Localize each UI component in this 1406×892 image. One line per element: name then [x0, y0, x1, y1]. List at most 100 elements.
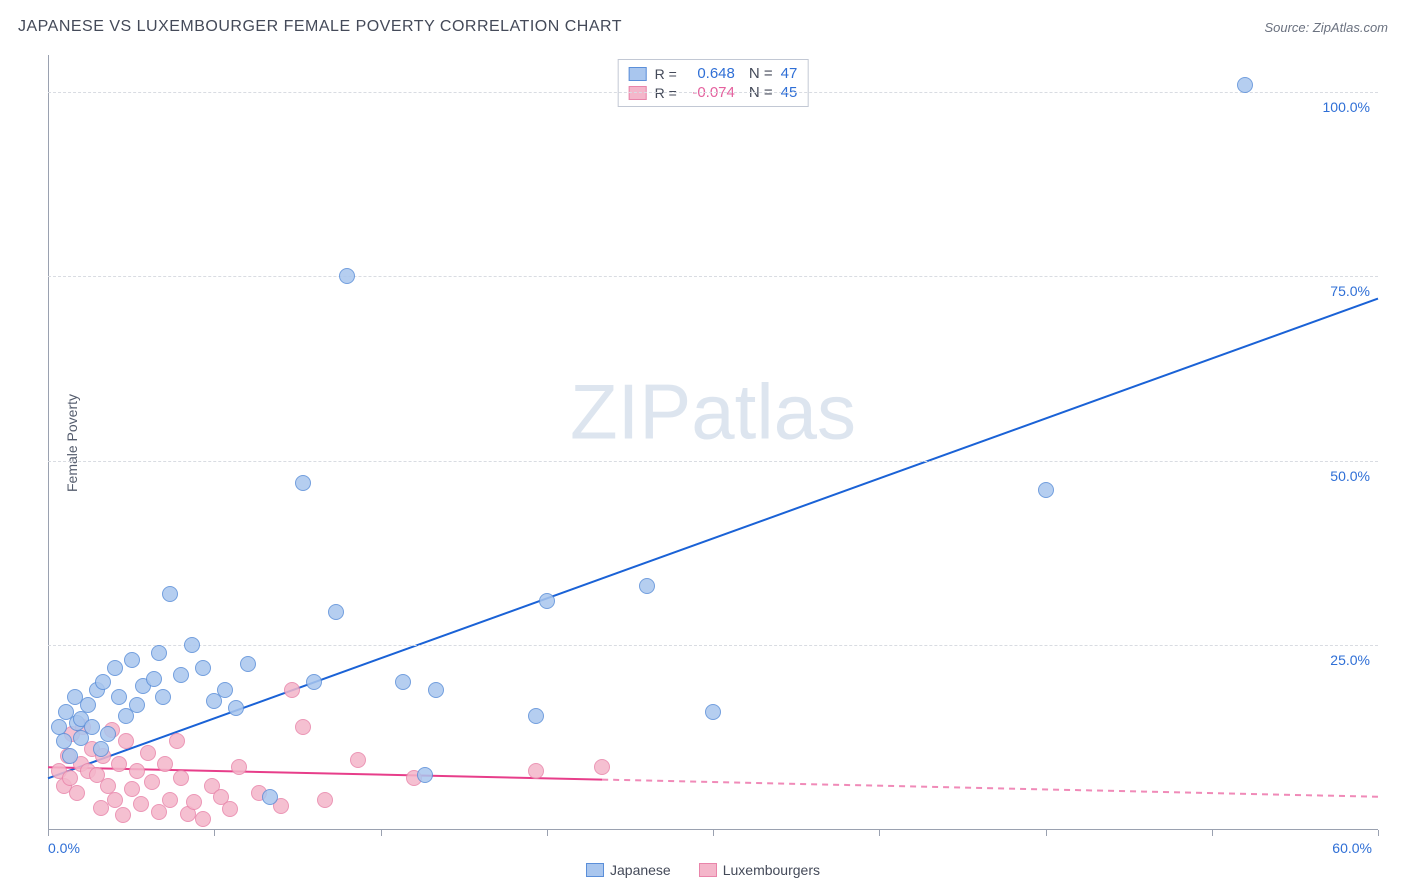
data-point: [184, 637, 200, 653]
data-point: [295, 719, 311, 735]
data-point: [93, 741, 109, 757]
data-point: [162, 586, 178, 602]
x-tick: [214, 830, 215, 836]
legend-r-value: 0.648: [685, 65, 735, 82]
data-point: [228, 700, 244, 716]
grid-line: [48, 92, 1378, 93]
series-legend-item: Japanese: [586, 862, 671, 878]
data-point: [151, 645, 167, 661]
data-point: [306, 674, 322, 690]
data-point: [51, 719, 67, 735]
data-point: [339, 268, 355, 284]
legend-swatch: [699, 863, 717, 877]
data-point: [217, 682, 233, 698]
x-max-tick-label: 60.0%: [1332, 840, 1372, 856]
data-point: [115, 807, 131, 823]
data-point: [186, 794, 202, 810]
x-tick: [381, 830, 382, 836]
data-point: [111, 756, 127, 772]
x-tick: [547, 830, 548, 836]
data-point: [107, 792, 123, 808]
data-point: [111, 689, 127, 705]
data-point: [62, 748, 78, 764]
y-tick-label: 75.0%: [1330, 283, 1370, 299]
y-axis: [48, 55, 49, 830]
data-point: [395, 674, 411, 690]
data-point: [173, 667, 189, 683]
data-point: [140, 745, 156, 761]
data-point: [173, 770, 189, 786]
data-point: [639, 578, 655, 594]
scatter-chart: Female Poverty 0.0% 60.0% ZIPatlas R =0.…: [48, 55, 1378, 830]
data-point: [195, 660, 211, 676]
legend-n-value: 47: [781, 65, 798, 82]
data-point: [1237, 77, 1253, 93]
data-point: [594, 759, 610, 775]
legend-swatch: [629, 67, 647, 81]
x-tick: [48, 830, 49, 836]
data-point: [350, 752, 366, 768]
data-point: [539, 593, 555, 609]
data-point: [417, 767, 433, 783]
data-point: [107, 660, 123, 676]
data-point: [317, 792, 333, 808]
data-point: [705, 704, 721, 720]
legend-r-label: R =: [655, 66, 677, 82]
data-point: [124, 652, 140, 668]
data-point: [528, 763, 544, 779]
x-tick: [1378, 830, 1379, 836]
grid-line: [48, 461, 1378, 462]
series-legend: Japanese Luxembourgers: [586, 862, 820, 878]
x-origin-tick-label: 0.0%: [48, 840, 80, 856]
data-point: [157, 756, 173, 772]
legend-n-label: N =: [749, 65, 773, 82]
data-point: [84, 719, 100, 735]
source-label: Source: ZipAtlas.com: [1264, 20, 1388, 35]
data-point: [133, 796, 149, 812]
data-point: [56, 733, 72, 749]
data-point: [146, 671, 162, 687]
page-title: JAPANESE VS LUXEMBOURGER FEMALE POVERTY …: [18, 18, 622, 36]
data-point: [129, 697, 145, 713]
data-point: [69, 785, 85, 801]
y-axis-label: Female Poverty: [64, 393, 80, 491]
legend-series-label: Luxembourgers: [723, 862, 820, 878]
data-point: [162, 792, 178, 808]
data-point: [144, 774, 160, 790]
x-tick: [879, 830, 880, 836]
data-point: [62, 770, 78, 786]
legend-series-label: Japanese: [610, 862, 671, 878]
x-tick: [1212, 830, 1213, 836]
legend-swatch: [586, 863, 604, 877]
x-tick: [713, 830, 714, 836]
data-point: [231, 759, 247, 775]
watermark: ZIPatlas: [570, 366, 856, 457]
x-tick: [1046, 830, 1047, 836]
data-point: [155, 689, 171, 705]
data-point: [124, 781, 140, 797]
data-point: [428, 682, 444, 698]
data-point: [95, 674, 111, 690]
y-tick-label: 100.0%: [1323, 99, 1370, 115]
grid-line: [48, 645, 1378, 646]
data-point: [240, 656, 256, 672]
data-point: [262, 789, 278, 805]
data-point: [100, 726, 116, 742]
data-point: [284, 682, 300, 698]
data-point: [295, 475, 311, 491]
data-point: [222, 801, 238, 817]
grid-line: [48, 276, 1378, 277]
y-tick-label: 50.0%: [1330, 468, 1370, 484]
data-point: [118, 733, 134, 749]
data-point: [195, 811, 211, 827]
y-tick-label: 25.0%: [1330, 652, 1370, 668]
data-point: [100, 778, 116, 794]
correlation-legend: R =0.648N =47R =-0.074N =45: [618, 59, 809, 107]
correlation-legend-row: R = 0.648 N = 47: [629, 64, 798, 83]
data-point: [129, 763, 145, 779]
data-point: [80, 697, 96, 713]
series-legend-item: Luxembourgers: [699, 862, 820, 878]
data-point: [169, 733, 185, 749]
data-point: [1038, 482, 1054, 498]
data-point: [328, 604, 344, 620]
